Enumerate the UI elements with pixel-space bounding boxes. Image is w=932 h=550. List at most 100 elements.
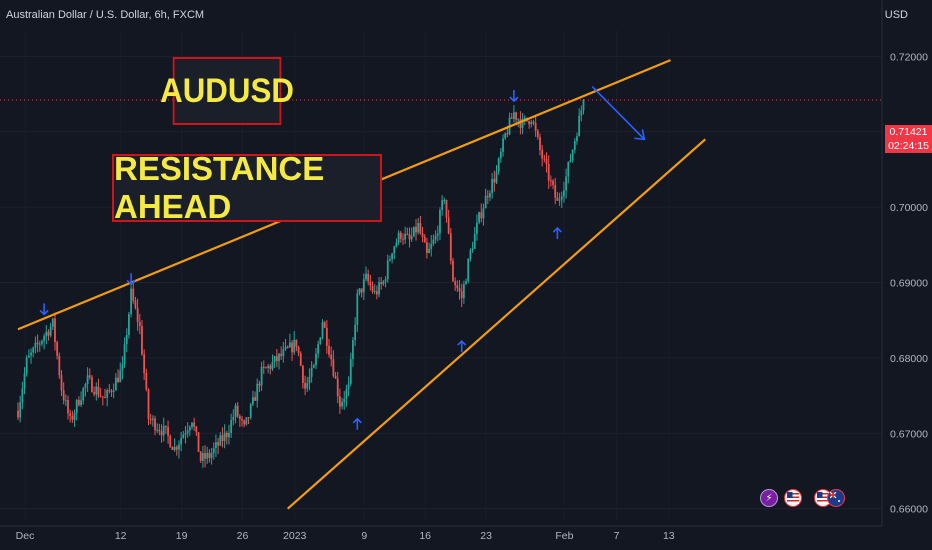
- candle-body: [582, 100, 585, 111]
- banner-subtitle: RESISTANCE AHEAD: [112, 150, 382, 225]
- candle-body: [482, 208, 485, 219]
- candle-body: [325, 327, 328, 346]
- candle-body: [123, 344, 126, 365]
- candle-body: [469, 250, 472, 260]
- up-arrow-head: [552, 226, 562, 233]
- candle-body: [578, 115, 581, 137]
- candle-body: [556, 197, 559, 201]
- candle-body: [328, 345, 330, 355]
- candle-body: [221, 435, 224, 442]
- candle-body: [571, 149, 574, 161]
- candle-body: [310, 367, 313, 378]
- candle-body: [204, 452, 206, 459]
- au-flag-icon[interactable]: [827, 489, 845, 507]
- candle-body: [184, 433, 187, 435]
- candle-body: [415, 226, 417, 233]
- candle-body: [186, 430, 189, 434]
- candle-body: [465, 281, 467, 285]
- candle-body: [428, 248, 430, 253]
- candle-body: [117, 377, 119, 383]
- y-tick-label: 0.66000: [890, 504, 928, 516]
- candle-body: [558, 199, 561, 201]
- candle-body: [406, 233, 409, 235]
- down-arrow-head: [126, 279, 136, 286]
- candle-body: [417, 222, 420, 233]
- candle-body: [252, 397, 254, 405]
- candle-body: [519, 119, 522, 128]
- candle-body: [399, 232, 402, 239]
- candle-body: [178, 444, 180, 450]
- candle-body: [267, 365, 270, 368]
- candle-body: [321, 322, 324, 338]
- candle-body: [101, 396, 104, 398]
- candle-body: [154, 418, 156, 431]
- chart-grid: [0, 30, 882, 520]
- lightning-icon[interactable]: ⚡: [760, 489, 778, 507]
- candle-body: [480, 212, 483, 219]
- candle-body: [532, 121, 535, 124]
- candle-body: [478, 212, 480, 223]
- candle-body: [254, 397, 256, 401]
- symbol-title[interactable]: Australian Dollar / U.S. Dollar, 6h, FXC…: [6, 9, 205, 21]
- x-tick-label: 13: [663, 530, 675, 542]
- candle-body: [513, 112, 515, 119]
- candle-body: [547, 163, 550, 181]
- candle-body: [69, 413, 72, 417]
- candle-body: [56, 342, 59, 356]
- candle-body: [191, 422, 193, 428]
- candle-body: [51, 318, 54, 327]
- candle-body: [88, 375, 91, 378]
- candle-body: [138, 321, 141, 326]
- candle-body: [367, 273, 370, 282]
- candle-body: [563, 190, 565, 197]
- candle-body: [449, 233, 452, 261]
- candle-body: [541, 149, 544, 159]
- candle-body: [91, 377, 93, 392]
- candle-body: [217, 442, 219, 446]
- candle-body: [439, 210, 441, 234]
- candle-body: [234, 405, 237, 418]
- us-flag-icon[interactable]: [784, 489, 802, 507]
- candle-body: [80, 400, 82, 406]
- candle-body: [112, 390, 115, 392]
- candle-body: [515, 112, 517, 120]
- candle-body: [393, 246, 396, 254]
- candle-body: [489, 192, 491, 198]
- candle-body: [134, 300, 137, 308]
- up-arrow-head: [457, 339, 467, 346]
- last-price-tag: 0.71421: [885, 125, 932, 139]
- candle-body: [75, 399, 78, 413]
- candle-body: [375, 291, 378, 295]
- candle-body: [67, 400, 69, 414]
- candle-body: [108, 390, 111, 392]
- candle-body: [114, 377, 117, 391]
- x-tick-label: 23: [480, 530, 492, 542]
- candle-body: [232, 417, 235, 421]
- currency-label: USD: [884, 9, 908, 21]
- candle-body: [125, 334, 128, 345]
- candle-body: [47, 331, 50, 336]
- candle-body: [151, 418, 154, 420]
- candle-body: [567, 161, 570, 177]
- candle-body: [530, 121, 533, 125]
- candle-body: [349, 359, 352, 384]
- y-tick-label: 0.68000: [890, 353, 928, 365]
- candle-body: [238, 416, 241, 419]
- candle-body: [334, 375, 337, 379]
- candle-body: [175, 446, 178, 450]
- up-arrow-head: [352, 417, 362, 424]
- candle-body: [180, 438, 183, 445]
- candle-body: [165, 425, 167, 428]
- x-tick-label: 19: [176, 530, 188, 542]
- candle-body: [330, 354, 333, 360]
- candle-body: [436, 233, 439, 236]
- projection-arrow-head: [634, 129, 646, 141]
- candle-body: [467, 259, 470, 282]
- candlestick-series: [17, 98, 585, 468]
- candle-body: [82, 388, 85, 401]
- candle-body: [460, 291, 463, 299]
- candle-body: [432, 239, 435, 244]
- candle-body: [284, 346, 287, 350]
- candle-body: [404, 233, 407, 240]
